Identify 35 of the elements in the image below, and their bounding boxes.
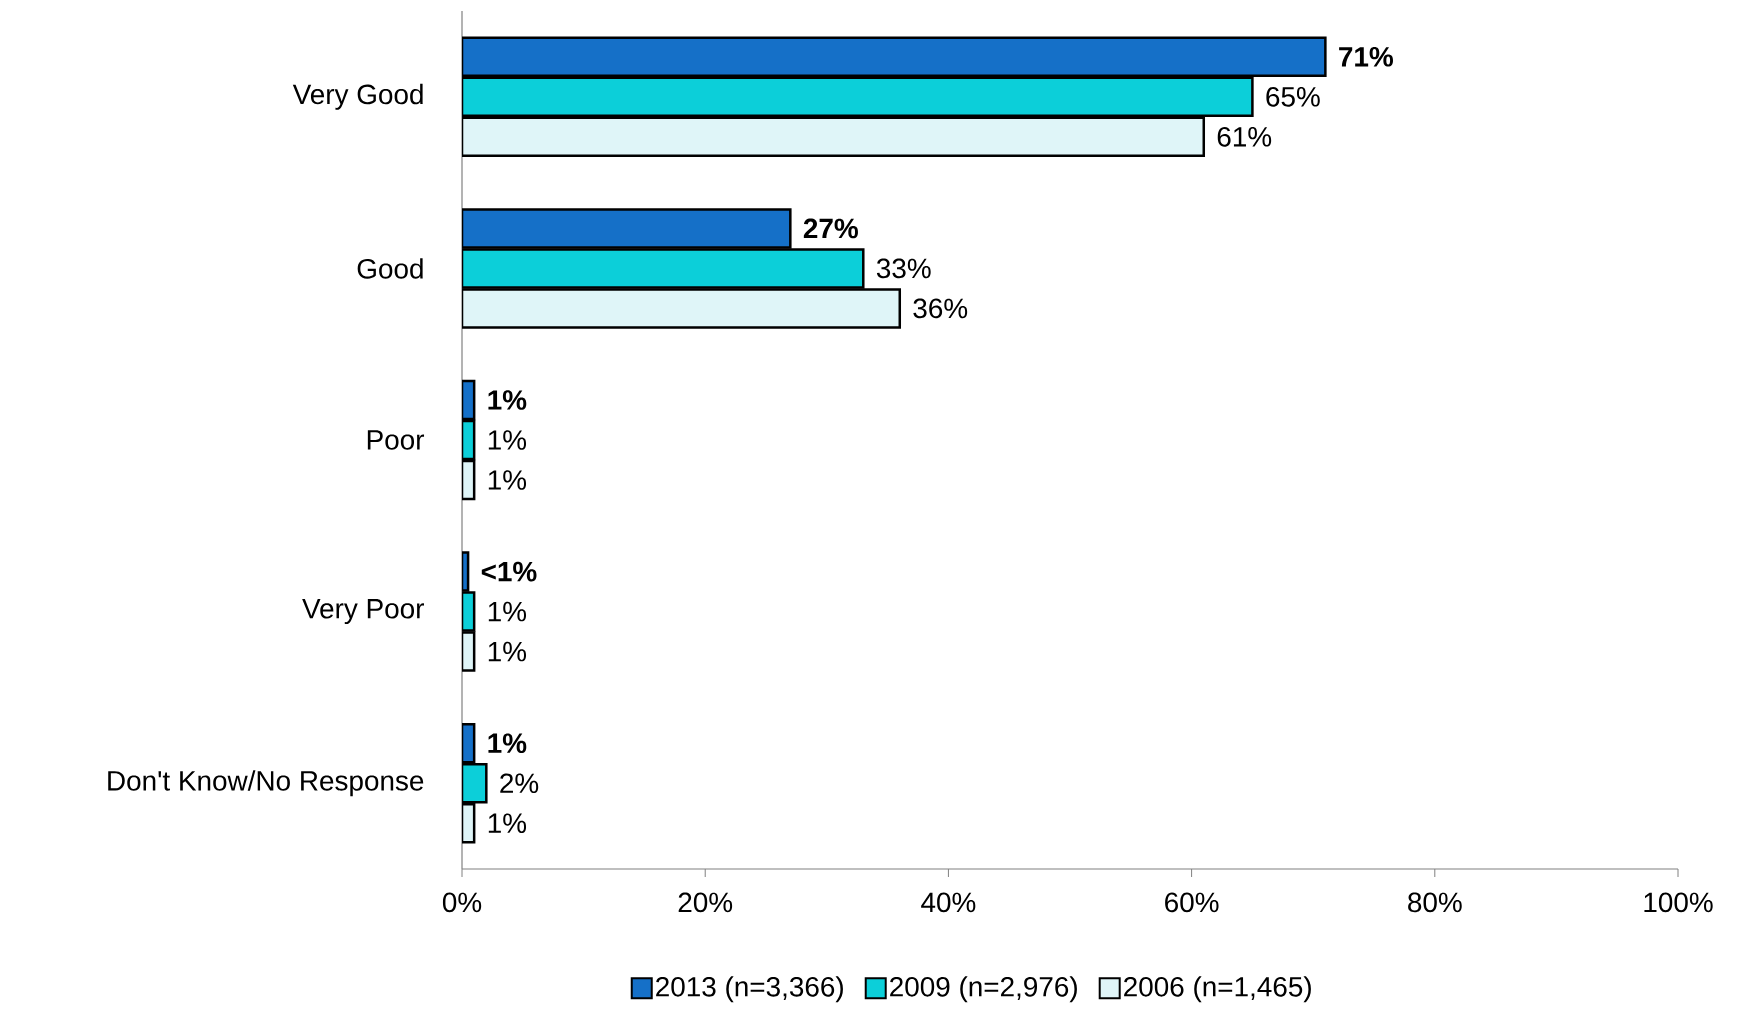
x-tick-label: 40% <box>921 892 976 913</box>
legend-label: 2006 (n=1,465) <box>1124 976 1311 1003</box>
bar <box>462 248 865 289</box>
data-label: 33% <box>876 258 931 279</box>
data-label: 1% <box>488 390 527 410</box>
data-label: 1% <box>488 641 527 662</box>
data-label: 65% <box>1266 86 1320 107</box>
bar <box>462 36 1327 78</box>
x-tick-label: 80% <box>1408 892 1462 913</box>
y-tick-label: Good <box>357 258 423 279</box>
data-label: 27% <box>803 218 858 239</box>
data-label: 1% <box>488 470 527 490</box>
legend-label: 2013 (n=3,366) <box>656 976 843 1003</box>
data-label: <1% <box>481 561 537 582</box>
bar <box>462 76 1254 118</box>
bar <box>462 288 902 329</box>
y-tick-label: Don't Know/No Response <box>108 770 424 797</box>
data-label: 61% <box>1217 126 1272 147</box>
data-label: 1% <box>488 813 527 833</box>
legend-label: 2009 (n=2,976) <box>890 976 1077 1003</box>
y-tick-label: Poor <box>367 430 425 450</box>
bar <box>462 208 792 249</box>
data-label: 2% <box>500 773 539 794</box>
data-label: 1% <box>488 430 527 450</box>
x-tick-label: 60% <box>1165 892 1219 913</box>
x-tick-label: 20% <box>678 892 733 913</box>
data-label: 71% <box>1339 46 1393 67</box>
y-tick-label: Very Poor <box>302 599 425 625</box>
data-label: 36% <box>913 298 968 319</box>
y-tick-label: Very Good <box>292 83 423 110</box>
data-label: 1% <box>488 733 527 754</box>
x-tick-label: 0% <box>442 892 482 913</box>
data-label: 1% <box>488 601 527 622</box>
bar <box>462 116 1206 158</box>
x-tick-label: 100% <box>1644 892 1713 913</box>
